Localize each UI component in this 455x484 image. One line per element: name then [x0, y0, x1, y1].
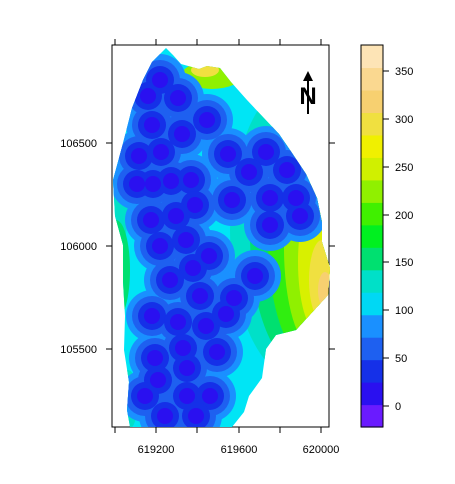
- low-value-hotspot: [179, 360, 195, 376]
- low-value-hotspot: [262, 217, 278, 233]
- color-key-band: [361, 382, 383, 406]
- low-value-hotspot: [224, 192, 240, 208]
- x-tick-label-620000: 620000: [303, 444, 340, 456]
- color-key-band: [361, 202, 383, 226]
- low-value-hotspot: [168, 208, 184, 224]
- low-value-hotspot: [218, 306, 234, 322]
- color-key-band: [361, 89, 383, 114]
- color-key-label-100: 100: [395, 305, 413, 317]
- low-value-hotspot: [198, 318, 214, 334]
- low-value-hotspot: [247, 268, 263, 284]
- low-value-hotspot: [199, 112, 215, 128]
- low-value-hotspot: [175, 340, 191, 356]
- low-value-hotspot: [143, 212, 159, 228]
- low-value-hotspot: [131, 148, 147, 164]
- low-value-hotspot: [144, 308, 160, 324]
- color-key-band: [361, 67, 383, 91]
- color-key-label-150: 150: [395, 257, 413, 269]
- color-key-label-250: 250: [395, 162, 413, 174]
- color-key-band: [361, 269, 383, 293]
- low-value-hotspot: [140, 88, 156, 104]
- side-ticks: [106, 142, 335, 350]
- low-value-hotspot: [220, 146, 236, 162]
- low-value-hotspot: [170, 314, 186, 330]
- color-key-ticks: [383, 70, 389, 407]
- top-ticks: [114, 39, 322, 45]
- color-key-band: [361, 112, 383, 136]
- low-value-hotspot: [174, 126, 190, 142]
- color-key-label-200: 200: [395, 210, 413, 222]
- color-key-band: [361, 134, 383, 158]
- color-key-label-350: 350: [395, 66, 413, 78]
- low-value-hotspot: [163, 173, 179, 189]
- color-key-band: [361, 224, 383, 248]
- low-value-hotspot: [153, 144, 169, 160]
- x-tick-label-619600: 619600: [221, 444, 258, 456]
- x-tick-label-619200: 619200: [138, 444, 175, 456]
- color-key-band: [361, 179, 383, 203]
- low-value-hotspot: [157, 408, 173, 424]
- color-key-band: [361, 337, 383, 361]
- low-value-hotspot: [292, 208, 308, 224]
- north-arrow-icon: N: [299, 71, 317, 114]
- low-value-hotspot: [152, 72, 168, 88]
- low-value-hotspot: [288, 190, 304, 206]
- color-key-label-50: 50: [395, 353, 407, 365]
- color-key-band: [361, 359, 383, 383]
- low-value-hotspot: [241, 164, 257, 180]
- low-value-hotspot: [201, 248, 217, 264]
- low-value-hotspot: [170, 90, 186, 106]
- low-value-hotspot: [188, 408, 204, 424]
- color-key: [361, 45, 383, 428]
- north-arrow-label: N: [299, 83, 316, 110]
- low-value-hotspot: [279, 162, 295, 178]
- color-key-band: [361, 292, 383, 316]
- low-value-hotspot: [262, 190, 278, 206]
- low-value-hotspot: [129, 176, 145, 192]
- bottom-ticks: [114, 427, 322, 433]
- low-value-hotspot: [183, 172, 199, 188]
- low-value-hotspot: [187, 197, 203, 213]
- low-value-hotspot: [150, 372, 166, 388]
- low-value-hotspot: [179, 388, 195, 404]
- low-value-hotspot: [258, 144, 274, 160]
- low-value-hotspot: [192, 288, 208, 304]
- color-key-labels: 0 50 100 150 200 250 300 350: [395, 66, 413, 413]
- low-value-hotspot: [178, 232, 194, 248]
- low-value-hotspot: [144, 117, 160, 133]
- y-tick-label-106000: 106000: [60, 241, 97, 253]
- low-value-hotspot: [145, 176, 161, 192]
- low-value-hotspot: [226, 290, 242, 306]
- y-tick-label-106500: 106500: [60, 138, 97, 150]
- low-value-hotspot: [185, 260, 201, 276]
- color-key-frame: [360, 44, 384, 428]
- color-key-band: [361, 404, 383, 428]
- low-value-hotspot: [137, 388, 153, 404]
- low-value-hotspot: [162, 272, 178, 288]
- color-key-band: [361, 45, 383, 69]
- color-key-band: [361, 247, 383, 271]
- color-key-band: [361, 157, 383, 181]
- color-key-label-0: 0: [395, 401, 401, 413]
- low-value-hotspot: [209, 344, 225, 360]
- color-key-label-300: 300: [395, 114, 413, 126]
- low-value-hotspot: [202, 388, 218, 404]
- y-tick-label-105500: 105500: [60, 344, 97, 356]
- low-value-hotspot: [147, 350, 163, 366]
- low-value-hotspot: [152, 238, 168, 254]
- color-key-band: [361, 314, 383, 338]
